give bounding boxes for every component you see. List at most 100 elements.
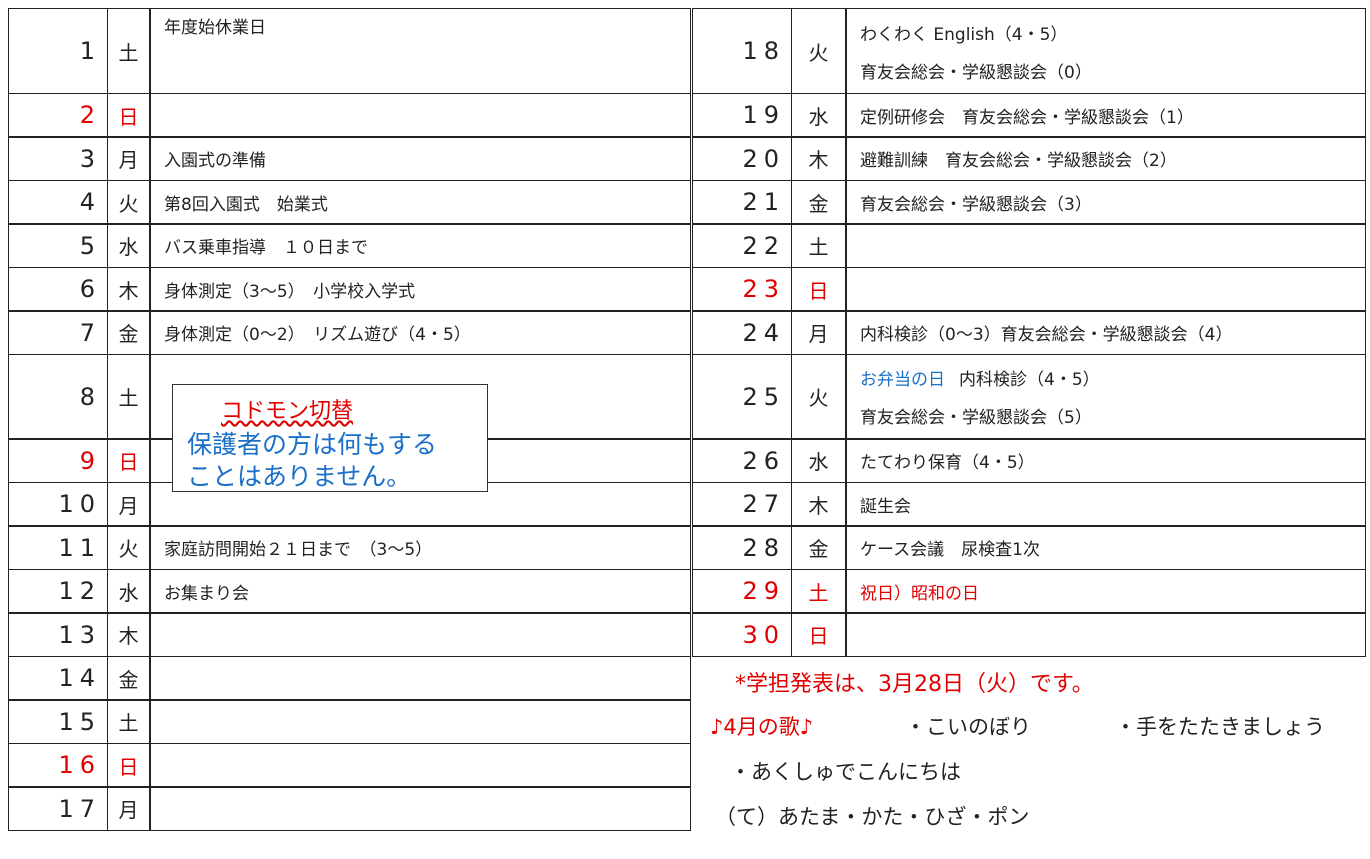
weekday-cell: 水 (790, 438, 847, 483)
day-cell: 13 (8, 612, 108, 657)
day-cell: 4 (8, 179, 108, 225)
weekday-cell: 日 (106, 742, 151, 788)
event-text: 誕生会 (860, 496, 911, 517)
event-text: たてわり保育（4・5） (860, 453, 1035, 473)
day-cell: 25 (692, 353, 792, 440)
weekday-cell: 土 (790, 568, 847, 614)
weekday-cell: 月 (106, 481, 151, 527)
event-cell: 家庭訪問開始２１日まで （3～5） (149, 525, 691, 570)
event-cell (149, 742, 691, 788)
event-text: 身体測定（3～5） 小学校入学式 (164, 281, 416, 302)
day-cell: 23 (692, 266, 792, 312)
day-cell: 10 (8, 481, 108, 527)
event-cell (149, 699, 691, 744)
event-cell: 年度始休業日 (149, 8, 691, 94)
day-cell: 28 (692, 525, 792, 570)
day-cell: 29 (692, 568, 792, 614)
notice: *学担発表は、3月28日（火）です。 (735, 671, 1094, 697)
event-cell: バス乗車指導 １０日まで (149, 223, 691, 268)
event-cell: 第8回入園式 始業式 (149, 179, 691, 225)
day-cell: 20 (692, 136, 792, 181)
event-cell (845, 266, 1366, 312)
day-cell: 26 (692, 438, 792, 483)
event-text: 定例研修会 育友会総会・学級懇談会（1） (860, 107, 1194, 128)
weekday-cell: 日 (790, 266, 847, 312)
event-text: 年度始休業日 (164, 18, 266, 38)
weekday-cell: 日 (790, 612, 847, 657)
day-cell: 14 (8, 655, 108, 701)
event-text: 身体測定（0～2） リズム遊び（4・5） (164, 325, 471, 345)
day-cell: 17 (8, 786, 108, 831)
event-line: 入園式の準備 (164, 146, 266, 171)
event-line: 誕生会 (860, 492, 911, 517)
event-cell (149, 655, 691, 701)
day-cell: 27 (692, 481, 792, 527)
event-line: 育友会総会・学級懇談会（3） (860, 190, 1092, 215)
event-line: わくわく English（4・5） (860, 20, 1067, 45)
highlight: お弁当の日 (860, 370, 945, 390)
event-cell (149, 786, 691, 831)
weekday-cell: 火 (790, 353, 847, 440)
song-title: ♪4月の歌♪ (710, 714, 814, 739)
event-cell: 内科検診（0～3）育友会総会・学級懇談会（4） (845, 310, 1366, 355)
event-line: 家庭訪問開始２１日まで （3～5） (164, 535, 432, 560)
event-cell: 定例研修会 育友会総会・学級懇談会（1） (845, 92, 1366, 138)
weekday-cell: 水 (790, 92, 847, 138)
day-cell: 12 (8, 568, 108, 614)
event-line: たてわり保育（4・5） (860, 448, 1035, 473)
day-cell: 7 (8, 310, 108, 355)
day-cell: 24 (692, 310, 792, 355)
weekday-cell: 月 (790, 310, 847, 355)
event-cell: 避難訓練 育友会総会・学級懇談会（2） (845, 136, 1366, 181)
weekday-cell: 木 (106, 612, 151, 657)
weekday-cell: 金 (790, 179, 847, 225)
weekday-cell: 火 (790, 8, 847, 94)
weekday-cell: 水 (106, 568, 151, 614)
weekday-cell: 木 (106, 266, 151, 312)
day-cell: 9 (8, 438, 108, 483)
box-title: コドモン切替 (221, 399, 354, 424)
weekday-cell: 土 (106, 8, 151, 94)
event-cell: お集まり会 (149, 568, 691, 614)
weekday-cell: 日 (106, 92, 151, 138)
weekday-cell: 火 (106, 525, 151, 570)
event-text: 祝日）昭和の日 (860, 583, 979, 604)
event-line: お弁当の日 内科検診（4・5） (860, 365, 1100, 390)
box-line: 保護者の方は何もする (187, 430, 438, 459)
song-item: （て）あたま・かた・ひざ・ポン (715, 804, 1030, 829)
weekday-cell: 木 (790, 136, 847, 181)
weekday-cell: 木 (790, 481, 847, 527)
event-cell: わくわく English（4・5） 育友会総会・学級懇談会（0） (845, 8, 1366, 94)
event-text: 避難訓練 育友会総会・学級懇談会（2） (860, 151, 1177, 171)
event-line: 身体測定（0～2） リズム遊び（4・5） (164, 320, 471, 345)
day-cell: 30 (692, 612, 792, 657)
event-text: 入園式の準備 (164, 151, 266, 171)
weekday-cell: 金 (106, 655, 151, 701)
weekday-cell: 土 (106, 699, 151, 744)
event-text: 内科検診（0～3）育友会総会・学級懇談会（4） (860, 325, 1233, 345)
event-cell: 身体測定（0～2） リズム遊び（4・5） (149, 310, 691, 355)
event-cell (149, 612, 691, 657)
event-cell: 入園式の準備 (149, 136, 691, 181)
event-line: 育友会総会・学級懇談会（0） (860, 58, 1092, 83)
day-cell: 21 (692, 179, 792, 225)
event-line: 第8回入園式 始業式 (164, 190, 328, 215)
song-item: ・こいのぼり (905, 714, 1031, 739)
event-line: 内科検診（0～3）育友会総会・学級懇談会（4） (860, 320, 1232, 345)
event-text: 第8回入園式 始業式 (164, 194, 328, 215)
day-cell: 2 (8, 92, 108, 138)
weekday-cell: 土 (106, 353, 151, 440)
event-cell: 誕生会 (845, 481, 1366, 527)
weekday-cell: 月 (106, 136, 151, 181)
event-text: わくわく English（4・5） (860, 24, 1068, 45)
event-line: ケース会議 尿検査1次 (860, 535, 1040, 560)
day-cell: 6 (8, 266, 108, 312)
event-cell: 身体測定（3～5） 小学校入学式 (149, 266, 691, 312)
song-item: ・あくしゅでこんにちは (730, 759, 961, 784)
event-cell (149, 92, 691, 138)
day-cell: 15 (8, 699, 108, 744)
event-text: バス乗車指導 １０日まで (164, 238, 368, 258)
day-cell: 19 (692, 92, 792, 138)
event-text: 育友会総会・学級懇談会（5） (860, 408, 1092, 428)
